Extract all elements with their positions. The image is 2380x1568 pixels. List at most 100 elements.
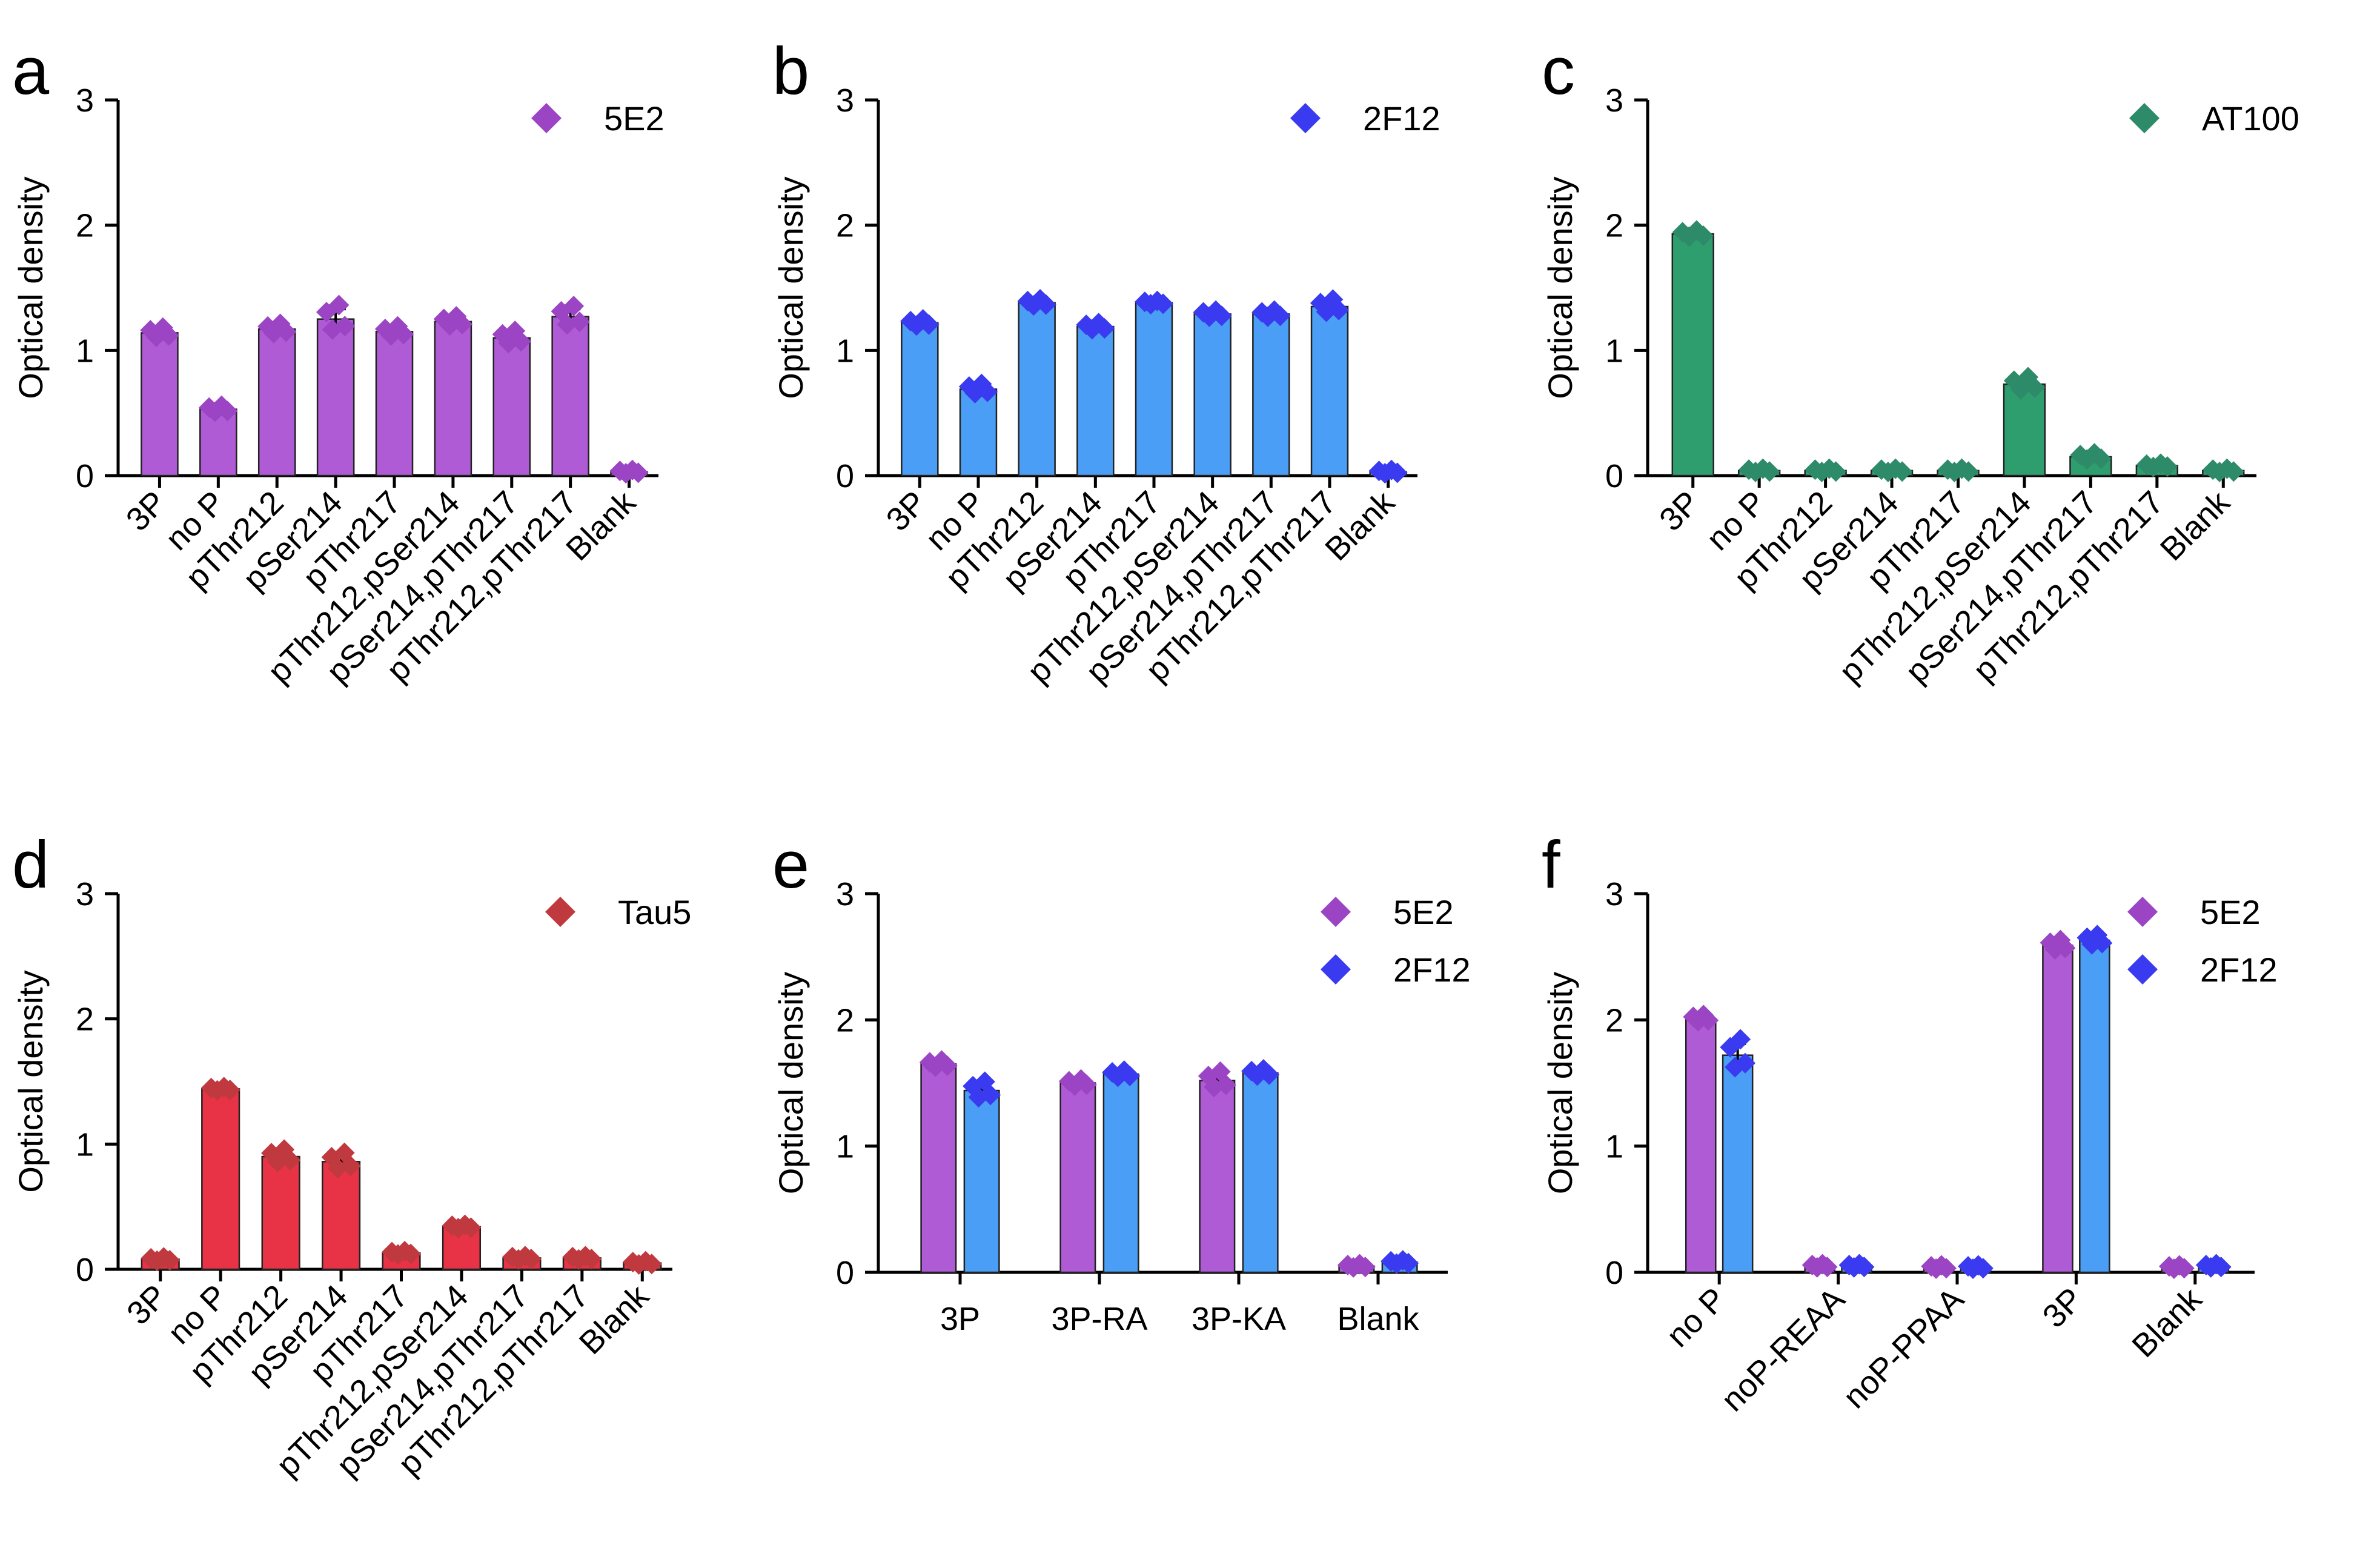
bar (1671, 233, 1714, 477)
panel-letter: c (1542, 34, 1575, 108)
y-tick-label: 0 (836, 458, 854, 494)
data-point (1387, 462, 1408, 483)
legend-label: 5E2 (2200, 893, 2261, 931)
data-point (158, 325, 179, 346)
bar (321, 1161, 361, 1271)
y-tick-label: 2 (1605, 208, 1623, 244)
data-point (1698, 1010, 1719, 1031)
panel-letter: d (12, 828, 49, 902)
y-tick-label: 3 (836, 876, 854, 912)
data-point (1972, 1258, 1994, 1279)
x-tick-label: Blank (2125, 1280, 2209, 1364)
bar (2003, 383, 2046, 477)
data-point (1817, 1257, 1838, 1278)
data-point (393, 324, 414, 345)
y-tick-label: 2 (1605, 1002, 1623, 1038)
x-tick-label: 3P (2036, 1281, 2090, 1335)
panel-letter: f (1542, 828, 1560, 902)
panel-letter: a (12, 34, 50, 108)
y-axis-label: Optical density (1541, 176, 1579, 399)
data-point (1692, 225, 1714, 247)
bar (1252, 313, 1290, 477)
y-tick-label: 3 (76, 82, 94, 119)
bar (1059, 1082, 1096, 1274)
data-point (460, 1217, 482, 1238)
y-tick-label: 2 (836, 208, 854, 244)
data-point (340, 1155, 361, 1177)
legend-marker (531, 103, 562, 133)
bar (141, 332, 179, 477)
bar (1018, 302, 1056, 477)
y-axis-label: Optical density (1541, 972, 1579, 1194)
data-point (1270, 305, 1291, 327)
legend-marker (2129, 103, 2160, 133)
y-tick-label: 3 (836, 82, 854, 119)
data-point (2055, 937, 2076, 958)
legend-marker (2127, 954, 2158, 985)
x-tick-label: Blank (559, 483, 643, 568)
y-tick-label: 3 (1605, 82, 1623, 119)
panel-letter: b (772, 34, 809, 108)
data-point (1153, 293, 1174, 314)
bar (1076, 325, 1115, 477)
legend-marker (545, 897, 575, 927)
legend-marker (1290, 103, 1321, 133)
y-tick-label: 1 (76, 1126, 94, 1163)
x-tick-label: Blank (1337, 1301, 1419, 1337)
legend-marker (1321, 897, 1351, 927)
data-point (2092, 932, 2113, 954)
data-point (334, 316, 356, 337)
bar (1199, 1080, 1236, 1274)
data-point (2210, 1257, 2232, 1278)
legend-label: 2F12 (1393, 951, 1471, 989)
y-tick-label: 1 (76, 333, 94, 369)
data-point (2156, 456, 2178, 477)
y-tick-label: 0 (1605, 458, 1623, 494)
bar (199, 408, 237, 477)
legend-marker (2127, 897, 2158, 927)
y-tick-label: 2 (76, 208, 94, 244)
data-point (1398, 1252, 1419, 1274)
y-tick-label: 1 (1605, 333, 1623, 369)
data-point (1735, 1052, 1756, 1074)
y-tick-label: 0 (76, 458, 94, 494)
data-point (280, 1149, 301, 1171)
data-point (1076, 1074, 1097, 1095)
bar (1102, 1073, 1139, 1274)
data-point (159, 1250, 181, 1271)
bar (261, 1155, 300, 1271)
x-tick-label: 3P-RA (1051, 1301, 1147, 1337)
bar (201, 1088, 240, 1271)
bar (920, 1063, 957, 1274)
chart-panel-e: e 0 1 2 3 Optical density 3P 3P-RA 3P-KA Blank 5E2… (772, 828, 1471, 1337)
panel-letter: e (772, 828, 809, 902)
data-point (510, 331, 531, 352)
data-point (1854, 1257, 1875, 1278)
x-tick-label: noP-REAA (1714, 1281, 1852, 1418)
data-point (980, 1085, 1001, 1106)
data-point (581, 1248, 602, 1269)
data-point (1119, 1065, 1141, 1086)
data-point (2223, 461, 2244, 482)
bar (434, 321, 472, 477)
legend-marker (1321, 954, 1351, 985)
y-tick-label: 2 (76, 1002, 94, 1038)
bar (1685, 1018, 1717, 1274)
legend-label: 2F12 (2200, 951, 2278, 989)
y-tick-label: 0 (76, 1252, 94, 1288)
y-axis-label: Optical density (772, 176, 810, 399)
y-axis-label: Optical density (12, 970, 50, 1192)
bar (492, 337, 531, 477)
data-point (563, 296, 585, 317)
data-point (1825, 461, 1846, 482)
y-tick-label: 3 (76, 876, 94, 912)
y-axis-label: Optical density (12, 176, 50, 399)
data-point (641, 1254, 662, 1275)
y-tick-label: 3 (1605, 876, 1623, 912)
bar (959, 388, 998, 477)
bar (963, 1089, 1000, 1274)
data-point (1094, 317, 1115, 339)
bar (375, 331, 414, 477)
